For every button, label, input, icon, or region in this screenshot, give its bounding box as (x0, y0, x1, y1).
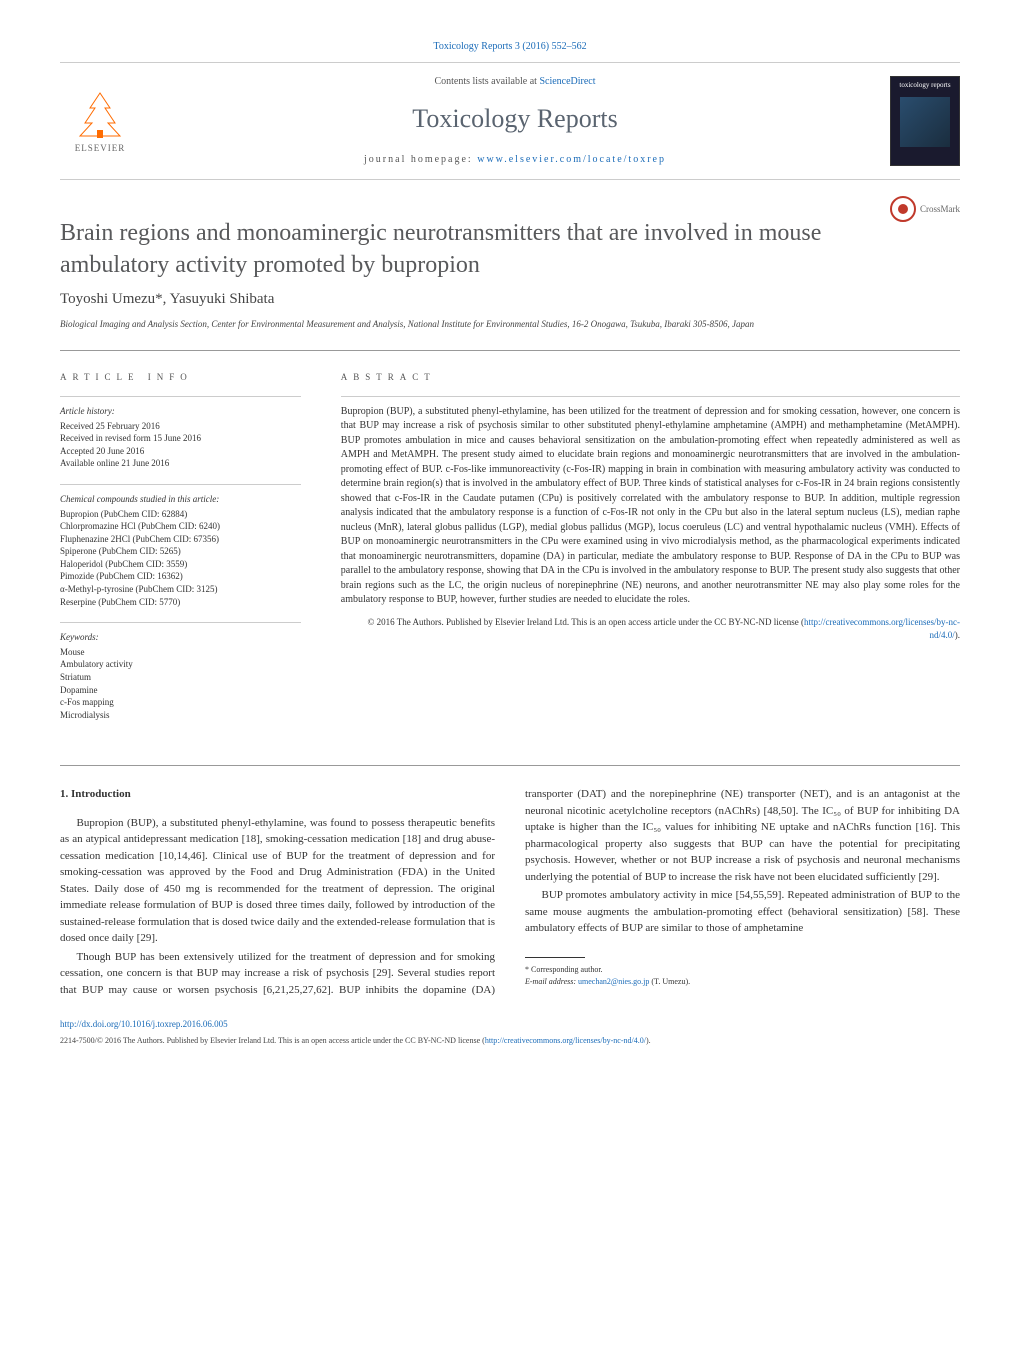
article-info-heading: ARTICLE INFO (60, 371, 301, 384)
crossmark-label: CrossMark (920, 203, 960, 216)
compound-line: Reserpine (PubChem CID: 5770) (60, 596, 301, 609)
title-row: Brain regions and monoaminergic neurotra… (60, 188, 960, 288)
history-label: Article history: (60, 405, 301, 418)
copyright-close: ). (955, 630, 960, 640)
history-line: Received 25 February 2016 (60, 420, 301, 433)
homepage-label: journal homepage: (364, 154, 477, 165)
journal-banner: ELSEVIER Contents lists available at Sci… (60, 75, 960, 167)
contents-available: Contents lists available at ScienceDirec… (160, 75, 870, 89)
bottom-license-link[interactable]: http://creativecommons.org/licenses/by-n… (485, 1036, 646, 1045)
homepage-url[interactable]: www.elsevier.com/locate/toxrep (477, 154, 666, 165)
doi-link[interactable]: http://dx.doi.org/10.1016/j.toxrep.2016.… (60, 1018, 960, 1031)
bottom-copyright: 2214-7500/© 2016 The Authors. Published … (60, 1035, 960, 1046)
elsevier-logo: ELSEVIER (60, 81, 140, 161)
compound-line: Chlorpromazine HCl (PubChem CID: 6240) (60, 520, 301, 533)
journal-citation-header: Toxicology Reports 3 (2016) 552–562 (60, 40, 960, 54)
keyword-line: Dopamine (60, 684, 301, 697)
affiliation: Biological Imaging and Analysis Section,… (60, 318, 960, 331)
crossmark-badge[interactable]: CrossMark (890, 196, 960, 222)
email-line: E-mail address: umechan2@nies.go.jp (T. … (525, 976, 960, 988)
homepage-line: journal homepage: www.elsevier.com/locat… (160, 153, 870, 167)
section-heading-intro: 1. Introduction (60, 786, 495, 803)
bottom-close: ). (646, 1036, 651, 1045)
section-divider (60, 765, 960, 766)
history-line: Accepted 20 June 2016 (60, 445, 301, 458)
contents-text: Contents lists available at (434, 76, 539, 87)
keyword-line: Ambulatory activity (60, 658, 301, 671)
journal-cover-thumbnail: toxicology reports (890, 76, 960, 166)
keyword-line: Striatum (60, 671, 301, 684)
body-columns: 1. Introduction Bupropion (BUP), a subst… (60, 786, 960, 998)
license-link[interactable]: http://creativecommons.org/licenses/by-n… (804, 617, 960, 640)
compound-line: Fluphenazine 2HCl (PubChem CID: 67356) (60, 533, 301, 546)
authors: Toyoshi Umezu*, Yasuyuki Shibata (60, 289, 960, 310)
copyright-text: © 2016 The Authors. Published by Elsevie… (368, 617, 804, 627)
keyword-line: Mouse (60, 646, 301, 659)
info-abstract-row: ARTICLE INFO Article history: Received 2… (60, 350, 960, 735)
body-paragraph: BUP promotes ambulatory activity in mice… (525, 887, 960, 937)
bottom-note-text: 2214-7500/© 2016 The Authors. Published … (60, 1036, 485, 1045)
compounds-label: Chemical compounds studied in this artic… (60, 493, 301, 506)
email-label: E-mail address: (525, 977, 578, 986)
crossmark-icon (890, 196, 916, 222)
journal-name: Toxicology Reports (160, 101, 870, 137)
sciencedirect-link[interactable]: ScienceDirect (539, 76, 595, 87)
article-history-block: Article history: Received 25 February 20… (60, 396, 301, 470)
email-suffix: (T. Umezu). (649, 977, 690, 986)
divider (60, 179, 960, 180)
corresponding-author-note: * Corresponding author. (525, 964, 960, 976)
banner-center: Contents lists available at ScienceDirec… (160, 75, 870, 167)
compounds-block: Chemical compounds studied in this artic… (60, 484, 301, 608)
body-paragraph: Bupropion (BUP), a substituted phenyl-et… (60, 815, 495, 947)
email-link[interactable]: umechan2@nies.go.jp (578, 977, 649, 986)
compound-line: Spiperone (PubChem CID: 5265) (60, 545, 301, 558)
article-info-column: ARTICLE INFO Article history: Received 2… (60, 371, 301, 735)
keyword-line: c-Fos mapping (60, 696, 301, 709)
abstract-column: ABSTRACT Bupropion (BUP), a substituted … (341, 371, 960, 735)
article-title: Brain regions and monoaminergic neurotra… (60, 218, 870, 280)
history-line: Available online 21 June 2016 (60, 457, 301, 470)
abstract-text: Bupropion (BUP), a substituted phenyl-et… (341, 396, 960, 608)
history-line: Received in revised form 15 June 2016 (60, 432, 301, 445)
compound-line: Pimozide (PubChem CID: 16362) (60, 570, 301, 583)
keyword-line: Microdialysis (60, 709, 301, 722)
compound-line: Haloperidol (PubChem CID: 3559) (60, 558, 301, 571)
compound-line: α-Methyl-p-tyrosine (PubChem CID: 3125) (60, 583, 301, 596)
keywords-block: Keywords: Mouse Ambulatory activity Stri… (60, 622, 301, 721)
keywords-label: Keywords: (60, 631, 301, 644)
divider (60, 62, 960, 63)
elsevier-label: ELSEVIER (75, 142, 126, 155)
copyright-line: © 2016 The Authors. Published by Elsevie… (341, 616, 960, 641)
compound-line: Bupropion (PubChem CID: 62884) (60, 508, 301, 521)
footnote-rule (525, 957, 585, 958)
abstract-heading: ABSTRACT (341, 371, 960, 384)
elsevier-tree-icon (70, 88, 130, 138)
cover-image (900, 97, 950, 147)
cover-title: toxicology reports (899, 81, 950, 91)
